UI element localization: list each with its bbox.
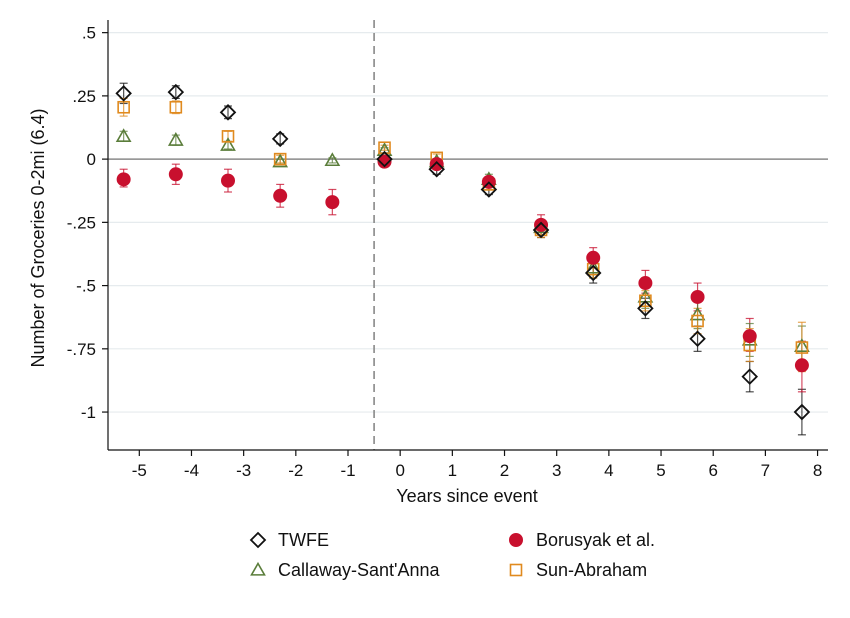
marker-square xyxy=(795,341,809,354)
y-tick-label: .25 xyxy=(72,87,96,106)
marker-diamond xyxy=(793,403,811,421)
y-axis-title: Number of Groceries 0-2mi (6.4) xyxy=(28,108,48,367)
axes xyxy=(102,20,828,456)
marker-circle xyxy=(638,276,653,291)
marker-circle xyxy=(586,250,601,265)
x-tick-label: -2 xyxy=(288,461,303,480)
marker-circle xyxy=(534,217,549,232)
x-tick-label: 0 xyxy=(395,461,404,480)
marker-circle xyxy=(168,167,183,182)
x-tick-label: 8 xyxy=(813,461,822,480)
marker-diamond xyxy=(428,160,445,178)
x-tick-label: 1 xyxy=(448,461,457,480)
marker-circle xyxy=(794,358,809,373)
tick-labels: .5 .25 0 -.25 -.5 -.75 -1 -5 -4 -3 -2 -1 0 1 2 3 4 5 6 7 8 xyxy=(67,24,823,480)
y-tick-label: -.75 xyxy=(67,340,96,359)
legend-marker-square xyxy=(509,563,523,577)
marker-diamond xyxy=(219,104,237,121)
marker-triangle xyxy=(272,153,289,168)
legend: TWFE Borusyak et al. Callaway-Sant'Anna Sun… xyxy=(249,530,655,580)
x-tick-label: -3 xyxy=(236,461,251,480)
y-tick-label: 0 xyxy=(87,150,96,169)
legend-label: Callaway-Sant'Anna xyxy=(278,560,441,580)
data-markers xyxy=(115,83,811,421)
x-tick-label: -1 xyxy=(340,461,355,480)
marker-diamond xyxy=(584,264,602,282)
marker-circle xyxy=(116,172,131,187)
marker-square xyxy=(639,294,652,308)
x-tick-label: -5 xyxy=(132,461,147,480)
marker-circle xyxy=(273,188,288,203)
marker-circle xyxy=(742,329,757,344)
marker-square xyxy=(691,314,704,328)
marker-triangle xyxy=(115,128,132,143)
y-tick-label: .5 xyxy=(82,24,96,43)
marker-diamond xyxy=(741,368,759,385)
x-tick-label: 6 xyxy=(708,461,717,480)
marker-triangle xyxy=(324,152,341,167)
x-tick-label: 7 xyxy=(761,461,770,480)
legend-label: Borusyak et al. xyxy=(536,530,655,550)
legend-marker-circle xyxy=(509,533,523,547)
marker-square xyxy=(117,100,130,114)
marker-diamond xyxy=(376,150,393,168)
legend-label: TWFE xyxy=(278,530,329,550)
marker-triangle xyxy=(220,137,236,151)
x-axis-title: Years since event xyxy=(396,486,537,506)
x-tick-label: 5 xyxy=(656,461,665,480)
x-tick-label: 4 xyxy=(604,461,613,480)
y-tick-label: -.5 xyxy=(76,277,96,296)
legend-label: Sun-Abraham xyxy=(536,560,647,580)
marker-circle xyxy=(690,289,705,304)
marker-diamond xyxy=(115,85,132,102)
marker-triangle xyxy=(585,259,602,274)
marker-circle xyxy=(221,173,235,188)
marker-circle xyxy=(325,195,340,210)
marker-square xyxy=(273,152,287,166)
marker-diamond xyxy=(637,300,654,317)
marker-square xyxy=(221,130,235,143)
marker-diamond xyxy=(271,130,289,148)
marker-diamond xyxy=(167,83,185,101)
reference-lines xyxy=(108,20,828,450)
x-tick-label: -4 xyxy=(184,461,199,480)
y-tick-label: -.25 xyxy=(67,213,96,232)
marker-circle xyxy=(377,154,392,169)
y-tick-label: -1 xyxy=(81,403,96,422)
x-tick-label: 3 xyxy=(552,461,561,480)
marker-circle xyxy=(429,157,444,172)
marker-triangle xyxy=(794,338,810,352)
marker-triangle xyxy=(689,306,706,321)
legend-marker-diamond xyxy=(249,531,267,549)
marker-square xyxy=(169,100,183,114)
marker-diamond xyxy=(689,330,706,347)
x-tick-label: 2 xyxy=(500,461,509,480)
grid-lines xyxy=(108,32,828,413)
marker-diamond xyxy=(532,221,550,239)
legend-marker-triangle xyxy=(250,561,266,576)
marker-triangle xyxy=(167,132,184,146)
marker-diamond xyxy=(480,181,498,198)
